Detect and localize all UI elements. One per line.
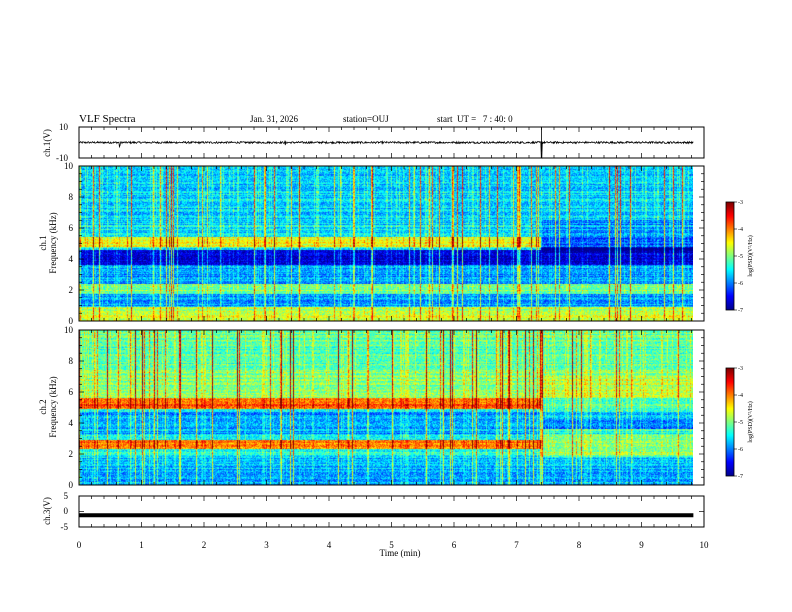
ch3-waveform-background	[79, 496, 704, 527]
ch3-waveform-panel: 5 0 -5 ch.3(V)	[42, 491, 705, 532]
ch3-waveform-ylabel: ch.3(V)	[42, 497, 52, 525]
ch1-spectrogram-ylabel-channel: ch.1	[38, 235, 48, 250]
frequency-tick-label: 10	[64, 161, 74, 171]
ch1-waveform-trace	[78, 127, 694, 159]
ch1-colorbar-gradient	[726, 202, 734, 310]
ch2-colorbar-label: log(PSD)(V²/Hz)	[747, 401, 754, 442]
frequency-tick-label: 0	[69, 316, 74, 326]
ch1-waveform-frame	[78, 126, 705, 159]
ch3-ytick-label-zero: 0	[64, 506, 69, 516]
time-tick-label: 2	[202, 540, 207, 550]
ch1-colorbar-ticks: -3 -4 -5 -6 -7	[734, 200, 743, 314]
colorbar-tick-label: -4	[738, 227, 743, 233]
frequency-tick-label: 6	[69, 387, 74, 397]
ch2-colorbar-ticks: -3 -4 -5 -6 -7	[734, 366, 743, 480]
ch2-spectrogram-ylabel-frequency: Frequency (kHz)	[48, 376, 58, 437]
frequency-tick-label: 4	[69, 418, 74, 428]
time-tick-label: 9	[639, 540, 644, 550]
ch1-spectrogram-ylabel-frequency: Frequency (kHz)	[48, 212, 58, 273]
colorbar-tick-label: -7	[738, 308, 743, 314]
colorbar-tick-label: -4	[738, 393, 743, 399]
ch1-waveform-ylabel: ch.1(V)	[42, 129, 52, 157]
ch1-spectrogram-frame	[78, 165, 705, 322]
colorbar-tick-label: -6	[738, 281, 743, 287]
ch2-spectrogram-heatmap	[79, 330, 693, 485]
colorbar-tick-label: -3	[738, 366, 743, 372]
time-tick-label: 7	[514, 540, 519, 550]
ch2-spectrogram-frame	[78, 329, 705, 486]
frequency-tick-label: 8	[69, 192, 74, 202]
frequency-tick-label: 0	[69, 480, 74, 490]
ch1-ytick-label-top: 10	[59, 122, 69, 132]
colorbar-tick-label: -6	[738, 447, 743, 453]
frequency-tick-label: 8	[69, 356, 74, 366]
time-tick-label: 10	[700, 540, 710, 550]
time-tick-label: 5	[389, 540, 394, 550]
colorbar-tick-label: -7	[738, 474, 743, 480]
ch1-spectrogram-heatmap	[79, 166, 693, 321]
time-tick-label: 4	[327, 540, 332, 550]
frequency-tick-label: 2	[69, 285, 74, 295]
frequency-tick-label: 4	[69, 254, 74, 264]
ch1-waveform-panel: 10 -10 ch.1(V)	[42, 122, 705, 163]
ch1-ytick-label-bottom: -10	[56, 153, 68, 163]
ch2-spectrogram-ylabel-channel: ch.2	[38, 399, 48, 414]
ch3-waveform-frame	[78, 495, 705, 528]
time-tick-label: 3	[264, 540, 269, 550]
header-station: station=OUJ	[343, 114, 389, 124]
ch3-ytick-label-top: 5	[64, 491, 69, 501]
time-tick-label: 8	[577, 540, 582, 550]
ch2-spectrogram-ytick-labels: 0 2 4 6 8 10	[64, 325, 74, 490]
time-axis-title: Time (min)	[380, 548, 421, 558]
ch3-ytick-label-bottom: -5	[61, 522, 69, 532]
frequency-tick-label: 2	[69, 449, 74, 459]
frequency-tick-label: 6	[69, 223, 74, 233]
colorbar-tick-label: -3	[738, 200, 743, 206]
time-axis-tick-labels: 0 1 2 3 4 5 6 7 8 9 10	[77, 540, 709, 550]
colorbar-tick-label: -5	[738, 420, 743, 426]
time-tick-label: 1	[139, 540, 144, 550]
time-tick-label: 0	[77, 540, 82, 550]
header-start-ut: start UT = 7 : 40: 0	[437, 114, 513, 124]
ch1-spectrogram-ytick-labels: 0 2 4 6 8 10	[64, 161, 74, 326]
colorbar-tick-label: -5	[738, 254, 743, 260]
frequency-tick-label: 10	[64, 325, 74, 335]
ch2-colorbar-gradient	[726, 368, 734, 476]
ch1-colorbar-label: log(PSD)(V²/Hz)	[747, 235, 754, 276]
header-date: Jan. 31, 2026	[250, 114, 298, 124]
time-tick-label: 6	[452, 540, 457, 550]
figure-title: VLF Spectra	[79, 113, 136, 125]
